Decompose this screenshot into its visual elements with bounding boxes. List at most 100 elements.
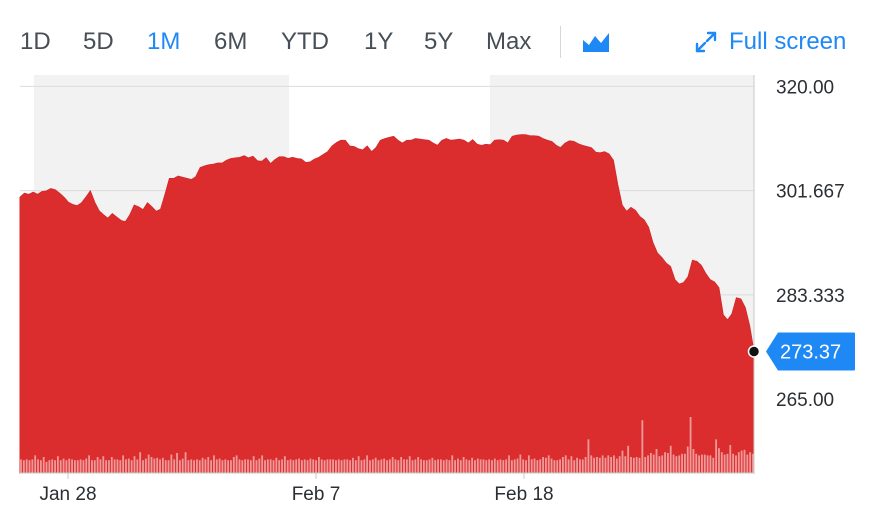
volume-bar <box>96 457 99 473</box>
volume-bar <box>272 460 275 473</box>
volume-bar <box>377 460 380 473</box>
volume-bar <box>457 458 459 473</box>
volume-bar <box>255 460 258 473</box>
volume-bar <box>604 457 607 473</box>
volume-bar <box>108 460 110 473</box>
volume-bar <box>587 439 590 473</box>
range-button-1d[interactable]: 1D <box>20 28 51 55</box>
volume-bar <box>485 460 488 473</box>
volume-bar <box>618 456 621 473</box>
volume-bar <box>496 460 499 473</box>
volume-bar <box>536 460 539 473</box>
volume-bar <box>269 459 272 473</box>
volume-bar <box>593 457 596 473</box>
volume-bar <box>125 459 127 473</box>
volume-bar <box>196 459 198 473</box>
volume-bar <box>681 453 683 473</box>
volume-bar <box>417 457 420 473</box>
volume-bar <box>320 459 323 473</box>
volume-bar <box>462 457 465 473</box>
volume-bar <box>672 454 675 473</box>
volume-bar <box>590 455 593 473</box>
volume-bar <box>434 460 437 473</box>
volume-bar <box>323 460 326 473</box>
volume-bar <box>522 459 525 473</box>
volume-bar <box>476 458 479 473</box>
volume-bar <box>735 455 737 473</box>
volume-bar <box>428 459 431 473</box>
volume-bar <box>343 459 346 473</box>
volume-bar <box>164 460 167 473</box>
volume-bar <box>119 460 122 473</box>
volume-bar <box>556 460 559 473</box>
volume-bar <box>516 458 519 473</box>
volume-bar <box>105 460 108 473</box>
volume-bar <box>624 456 627 473</box>
volume-bar <box>230 460 232 473</box>
volume-bar <box>649 453 652 473</box>
volume-bar <box>405 459 408 473</box>
x-tick-label: Feb 7 <box>292 484 341 505</box>
volume-bar <box>170 454 173 473</box>
volume-bar <box>278 460 281 473</box>
volume-bar <box>525 460 527 473</box>
volume-bar <box>349 460 352 473</box>
volume-bar <box>275 457 278 473</box>
volume-bar <box>664 452 666 473</box>
volume-bar <box>513 459 516 473</box>
volume-bar <box>499 459 502 473</box>
volume-bar <box>39 460 42 473</box>
volume-bar <box>340 460 343 473</box>
volume-bar <box>564 455 567 473</box>
range-button-1y[interactable]: 1Y <box>364 28 394 55</box>
volume-bar <box>723 454 726 473</box>
volume-bar <box>689 417 692 473</box>
volume-bar <box>244 459 247 473</box>
volume-bar <box>312 459 315 473</box>
range-button-6m[interactable]: 6M <box>214 28 248 55</box>
volume-bar <box>652 454 655 473</box>
volume-bar <box>479 459 482 473</box>
volume-bar <box>335 460 337 473</box>
volume-bar <box>318 457 320 473</box>
volume-bar <box>292 460 295 473</box>
volume-bar <box>519 454 522 473</box>
mountain-chart-icon[interactable] <box>582 31 610 53</box>
range-button-max[interactable]: Max <box>486 28 532 55</box>
range-button-ytd[interactable]: YTD <box>281 28 329 55</box>
volume-bar <box>740 450 743 473</box>
volume-bar <box>508 455 510 473</box>
volume-bar <box>715 439 718 473</box>
range-button-5y[interactable]: 5Y <box>424 28 454 55</box>
volume-bar <box>454 460 456 473</box>
volume-bar <box>644 457 647 473</box>
volume-bar <box>190 459 193 473</box>
volume-bar <box>598 457 601 473</box>
y-tick-label: 283.333 <box>776 286 845 307</box>
volume-bar <box>638 457 641 473</box>
volume-bar <box>42 457 45 473</box>
volume-bar <box>718 448 720 473</box>
volume-bar <box>720 452 723 473</box>
volume-bar <box>56 456 59 473</box>
volume-bar <box>425 460 428 473</box>
volume-bar <box>201 457 204 473</box>
volume-bar <box>266 459 269 473</box>
volume-bar <box>366 455 369 473</box>
current-price-badge <box>766 332 855 371</box>
volume-bar <box>315 460 317 473</box>
volume-bar <box>309 458 312 473</box>
toolbar-divider <box>560 26 561 58</box>
volume-bar <box>93 460 96 473</box>
volume-bar <box>181 458 184 473</box>
volume-bar <box>34 455 37 473</box>
x-tick-label: Feb 18 <box>494 484 553 505</box>
volume-bar <box>386 460 388 473</box>
range-button-5d[interactable]: 5D <box>83 28 114 55</box>
volume-bar <box>550 458 553 473</box>
volume-bar <box>247 459 249 473</box>
volume-bar <box>570 456 573 473</box>
range-button-1m[interactable]: 1M <box>147 28 181 55</box>
volume-bar <box>544 457 547 473</box>
volume-bar <box>76 460 79 473</box>
